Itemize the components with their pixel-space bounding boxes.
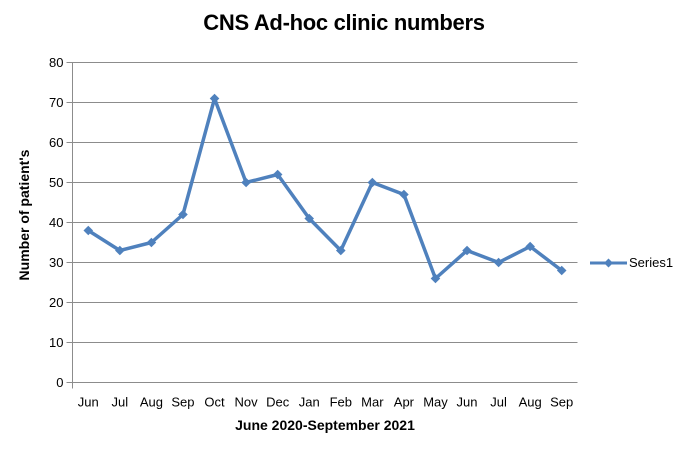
y-tick-label: 70	[49, 95, 63, 110]
data-point-marker	[178, 209, 188, 220]
y-tick-label: 0	[56, 375, 63, 390]
data-point-marker	[146, 237, 157, 248]
series-line	[86, 96, 564, 281]
x-tick-label: Sep	[171, 395, 194, 410]
y-tick-label: 80	[49, 55, 63, 70]
data-point-marker	[430, 273, 441, 284]
y-tick-label: 60	[49, 135, 63, 150]
legend-series-marker-icon	[590, 258, 627, 267]
x-tick-label: Nov	[235, 395, 259, 410]
x-tick-label: Mar	[361, 395, 384, 410]
y-tick-label: 30	[49, 255, 63, 270]
data-point-marker	[556, 265, 567, 276]
data-point-marker	[367, 177, 378, 188]
x-axis-title: June 2020-September 2021	[235, 417, 415, 433]
data-point-marker	[209, 93, 220, 104]
legend: Series1	[590, 255, 673, 270]
chart-title: CNS Ad-hoc clinic numbers	[203, 10, 485, 35]
y-tick-label: 10	[49, 335, 63, 350]
data-point-marker	[241, 177, 251, 188]
x-tick-label: May	[423, 395, 448, 410]
data-point-marker	[115, 245, 125, 256]
y-tick-label: 20	[49, 295, 63, 310]
data-point-marker	[462, 245, 472, 256]
x-tick-label: Apr	[394, 395, 415, 410]
x-tick-label: Jul	[112, 395, 129, 410]
x-tick-label: Jun	[78, 395, 99, 410]
data-point-marker	[493, 257, 504, 268]
x-tick-label: Jul	[490, 395, 507, 410]
x-tick-label: Oct	[204, 395, 225, 410]
x-tick-label: Dec	[266, 395, 290, 410]
y-tick-label: 50	[49, 175, 63, 190]
x-tick-label: Jan	[299, 395, 320, 410]
x-tick-label: Aug	[519, 395, 542, 410]
data-point-marker	[525, 241, 535, 252]
data-point-marker	[399, 189, 409, 200]
data-point-marker	[304, 213, 315, 224]
legend-series-label: Series1	[629, 255, 674, 270]
y-tick-label: 40	[49, 215, 63, 230]
x-tick-label: Aug	[140, 395, 163, 410]
x-tick-label: Feb	[330, 395, 352, 410]
x-tick-label: Jun	[457, 395, 478, 410]
data-point-marker	[335, 245, 346, 256]
x-tick-label: Sep	[550, 395, 573, 410]
data-point-marker	[83, 225, 94, 236]
data-point-marker	[272, 169, 283, 180]
